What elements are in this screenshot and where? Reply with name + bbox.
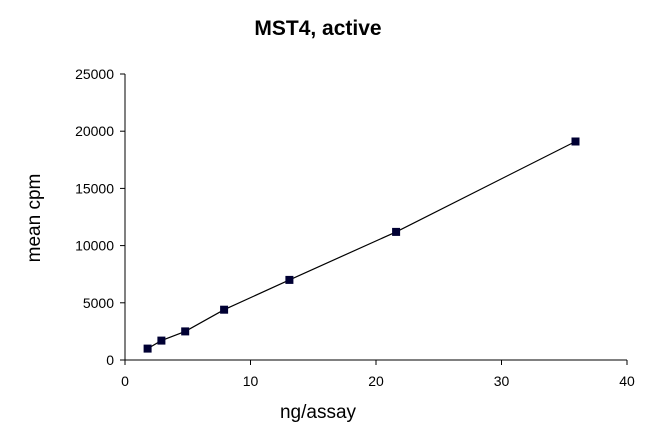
data-point <box>392 227 401 236</box>
x-tick-label: 20 <box>368 373 384 389</box>
y-tick-label: 5000 <box>83 295 114 311</box>
y-tick-label: 15000 <box>75 180 114 196</box>
x-tick-label: 0 <box>121 373 129 389</box>
data-point <box>157 336 166 345</box>
y-tick-label: 0 <box>106 352 114 368</box>
x-tick-label: 40 <box>619 373 635 389</box>
y-tick-label: 10000 <box>75 238 114 254</box>
y-tick-label: 25000 <box>75 66 114 82</box>
series-line <box>147 140 576 350</box>
y-axis-title: mean cpm <box>24 174 45 263</box>
data-point <box>571 137 580 146</box>
x-tick-label: 30 <box>494 373 510 389</box>
data-point <box>143 344 152 353</box>
data-point <box>285 275 294 284</box>
y-tick-label: 20000 <box>75 123 114 139</box>
plot-area: 0 5000 10000 15000 20000 25000 0 10 20 30 40 <box>75 66 635 389</box>
data-point <box>181 327 190 336</box>
data-point <box>220 305 229 314</box>
chart-title: MST4, active <box>254 17 381 40</box>
x-axis-title: ng/assay <box>280 402 357 423</box>
x-tick-label: 10 <box>243 373 259 389</box>
